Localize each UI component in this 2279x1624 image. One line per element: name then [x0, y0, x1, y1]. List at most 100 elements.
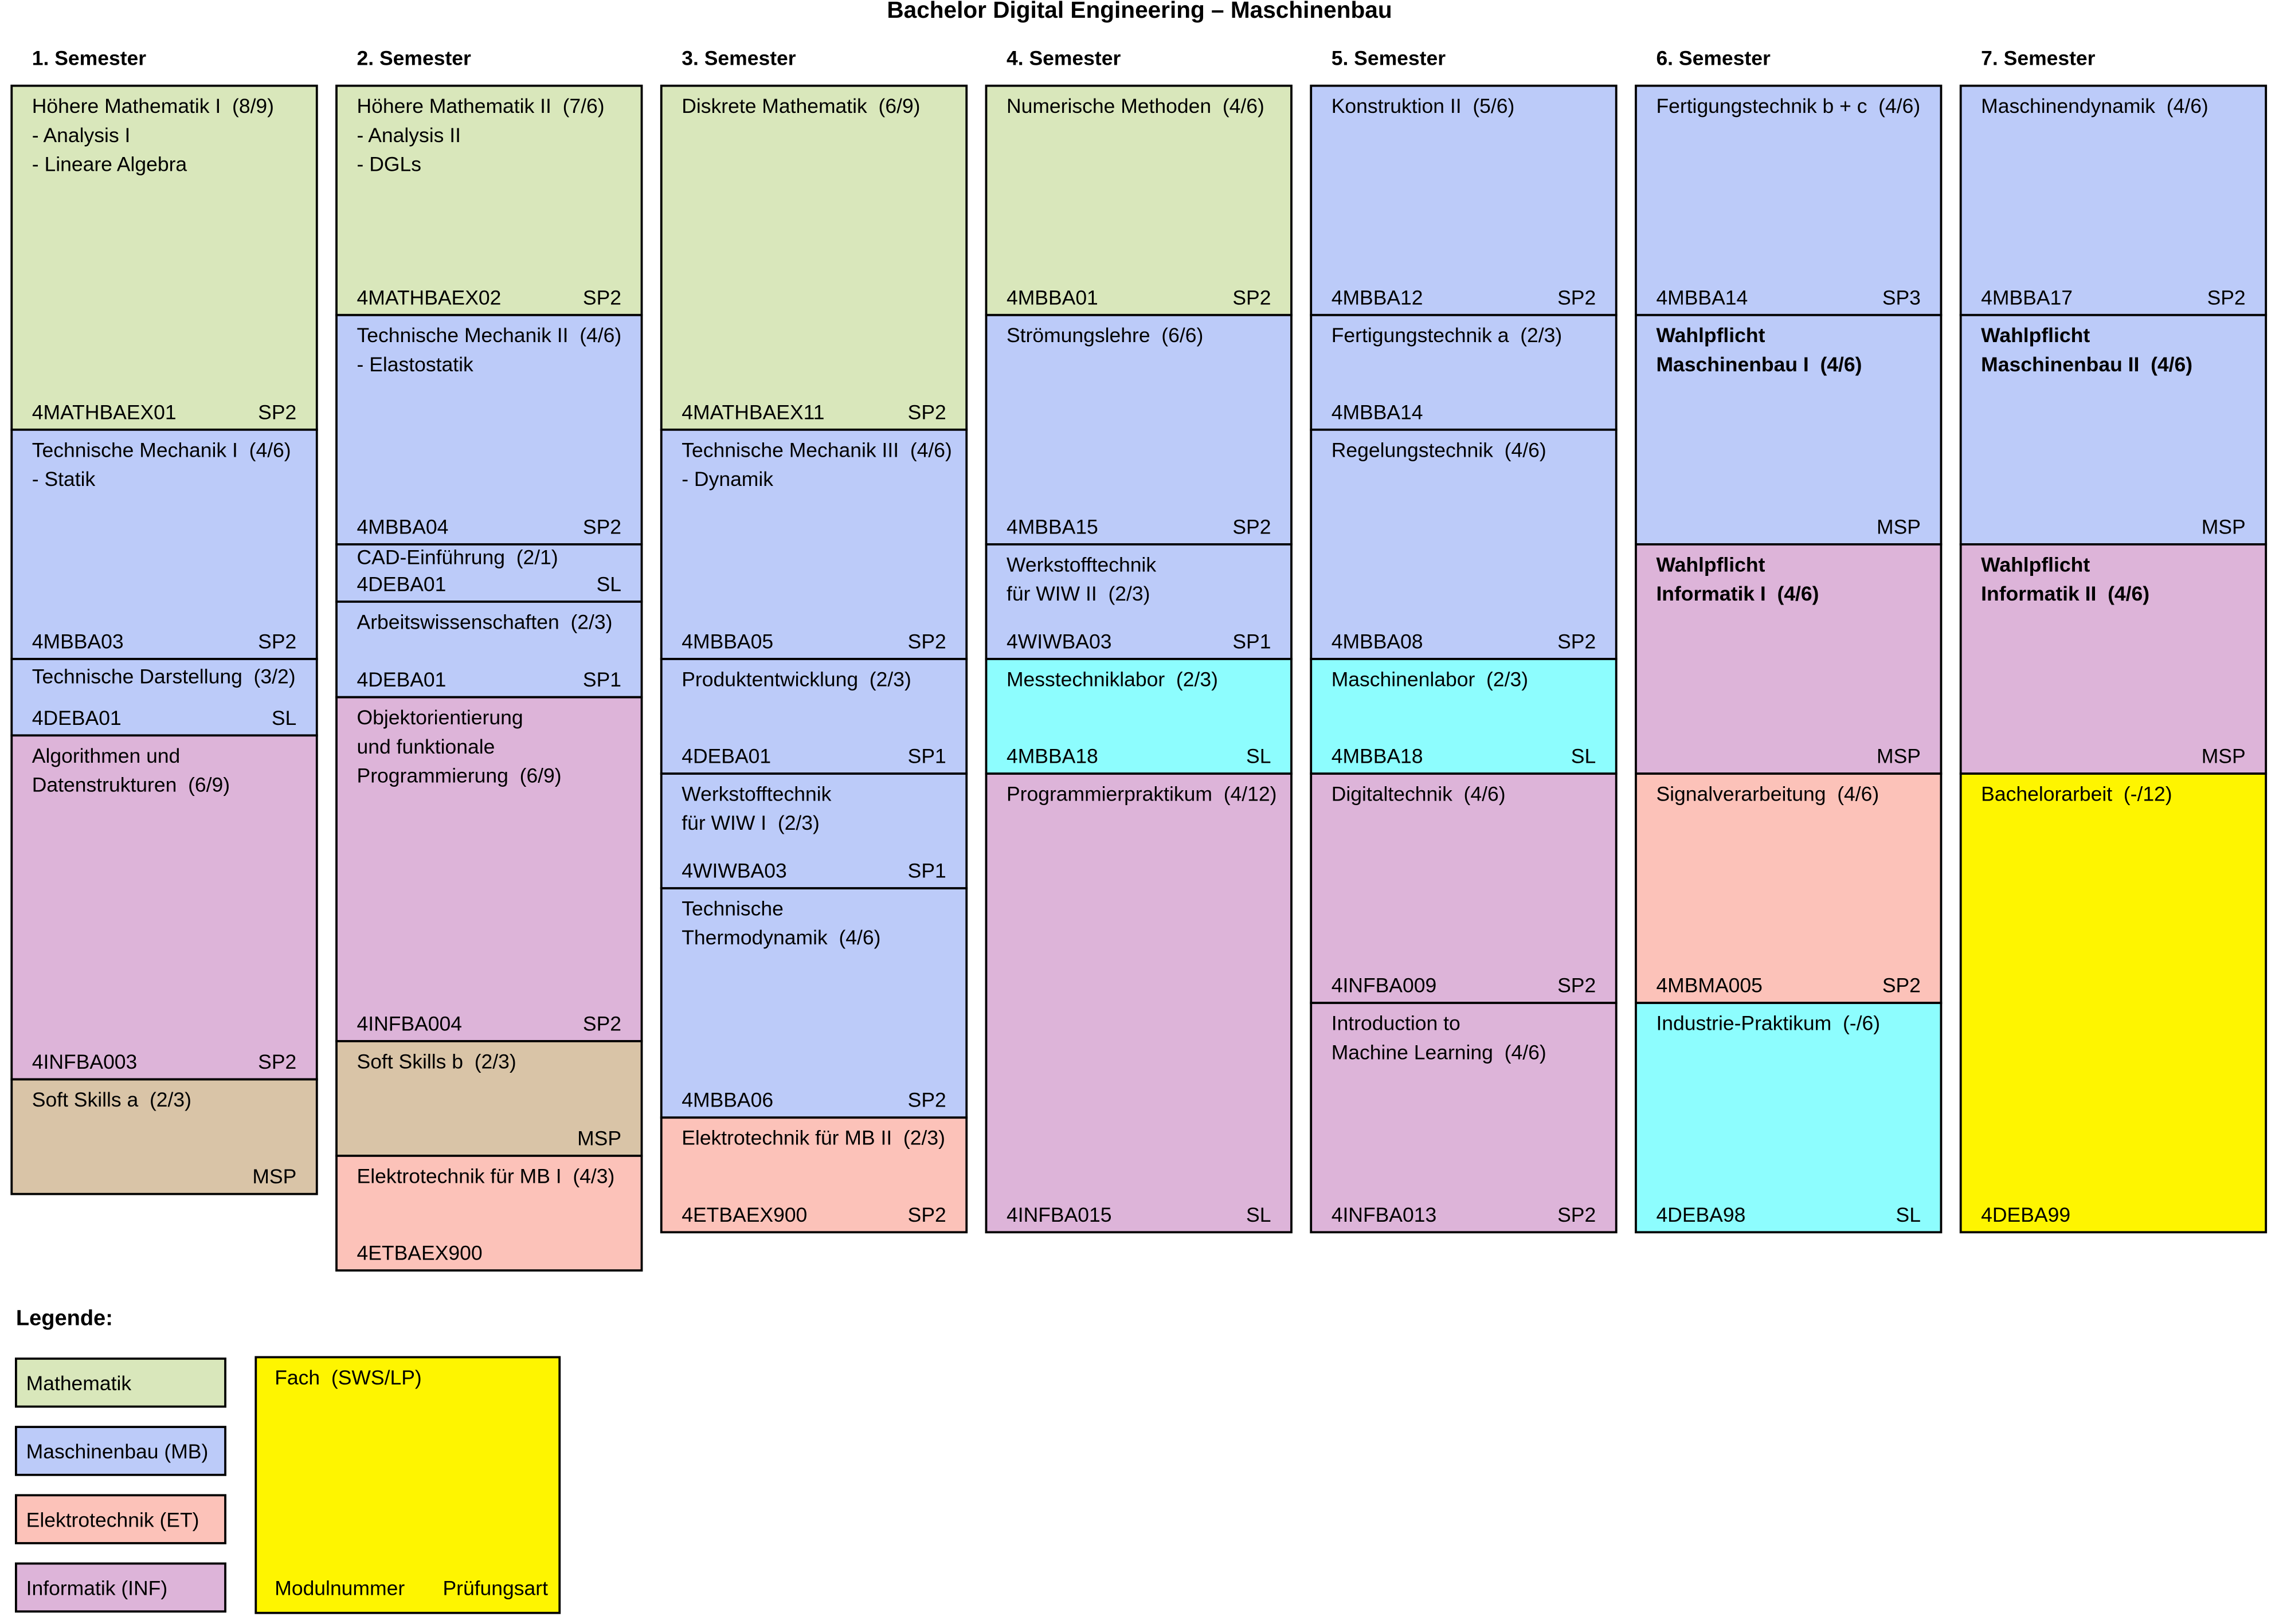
module-box [1959, 772, 2268, 1234]
exam-type: SP2 [258, 1050, 296, 1073]
module-name: Fertigungstechnik b + c (4/6) [1656, 95, 1920, 117]
module-code: 4DEBA98 [1656, 1203, 1745, 1226]
module-code: 4MBBA18 [1332, 745, 1423, 768]
module-name: - Elastostatik [357, 353, 473, 376]
module-box [660, 84, 968, 431]
module-name: Wahlpflicht [1981, 553, 2090, 576]
module-box [985, 658, 1293, 775]
module-code: 4INFBA003 [32, 1050, 138, 1073]
module-box [1310, 84, 1618, 316]
module-box [1310, 313, 1618, 431]
module-box [10, 84, 318, 431]
module-name: Technische Mechanik II (4/6) [357, 324, 622, 347]
legend-key-box [254, 1356, 561, 1614]
module-code: 4DEBA01 [357, 572, 447, 595]
semester-label: 7. Semester [1981, 46, 2096, 69]
exam-type: MSP [2202, 745, 2246, 768]
exam-type: SL [597, 572, 621, 595]
module-box [335, 313, 643, 546]
exam-type: SL [272, 707, 296, 729]
module-name: Numerische Methoden (4/6) [1007, 95, 1264, 117]
module-name: Maschinendynamik (4/6) [1981, 95, 2208, 117]
module-name: Introduction to [1332, 1012, 1460, 1035]
module-code: 4MBBA05 [682, 630, 773, 653]
module-box [1959, 543, 2268, 775]
module-box [1635, 1002, 1943, 1234]
module-name: Werkstofftechnik [1007, 553, 1156, 576]
exam-type: MSP [1877, 515, 1921, 538]
module-code: 4MBBA06 [682, 1089, 773, 1112]
legend-label: Maschinenbau (MB) [26, 1440, 209, 1463]
module-code: 4MBBA18 [1007, 745, 1098, 768]
module-code: 4DEBA99 [1981, 1203, 2070, 1226]
module-name: Digitaltechnik (4/6) [1332, 782, 1506, 805]
module-code: 4MBBA17 [1981, 286, 2073, 309]
module-box [660, 1116, 968, 1234]
legend-swatch [14, 1562, 226, 1613]
module-box [335, 601, 643, 699]
exam-type: SL [1896, 1203, 1921, 1226]
module-name: Konstruktion II (5/6) [1332, 95, 1515, 117]
module-code: 4MBBA08 [1332, 630, 1423, 653]
semester-label: 4. Semester [1007, 46, 1121, 69]
legend-swatch [14, 1358, 226, 1408]
exam-type: SP2 [908, 1089, 946, 1112]
module-name: Industrie-Praktikum (-/6) [1656, 1012, 1880, 1035]
module-name: Algorithmen und [32, 744, 181, 767]
module-name: Programmierung (6/9) [357, 764, 562, 787]
module-code: 4INFBA009 [1332, 974, 1437, 997]
legend-label: Elektrotechnik (ET) [26, 1508, 199, 1531]
module-box [660, 772, 968, 890]
module-code: 4ETBAEX900 [357, 1242, 483, 1265]
module-name: Thermodynamik (4/6) [682, 926, 880, 949]
module-box [1310, 772, 1618, 1005]
module-box [1959, 313, 2268, 546]
module-code: 4WIWBA03 [682, 860, 786, 882]
module-code: 4DEBA01 [32, 707, 122, 729]
module-box [985, 543, 1293, 660]
module-box [660, 428, 968, 660]
module-code: 4MBBA12 [1332, 286, 1423, 309]
exam-type: MSP [252, 1165, 296, 1188]
module-name: Messtechniklabor (2/3) [1007, 668, 1218, 691]
module-name: Soft Skills a (2/3) [32, 1088, 191, 1111]
module-name: Arbeitswissenschaften (2/3) [357, 610, 613, 633]
exam-type: SP1 [1232, 630, 1271, 653]
module-name: und funktionale [357, 735, 495, 758]
module-box [10, 428, 318, 660]
module-name: - Dynamik [682, 468, 773, 491]
module-box [335, 696, 643, 1042]
semester-label: 2. Semester [357, 46, 472, 69]
exam-type: SP2 [908, 401, 946, 423]
module-box [985, 313, 1293, 546]
module-box [1310, 658, 1618, 775]
legend-swatch [14, 1494, 226, 1544]
module-box [1635, 84, 1943, 316]
module-name: Elektrotechnik für MB II (2/3) [682, 1127, 945, 1150]
semester-label: 5. Semester [1332, 46, 1446, 69]
module-code: 4MATHBAEX02 [357, 286, 502, 309]
module-code: 4MBBA14 [1656, 286, 1748, 309]
module-box [10, 658, 318, 737]
module-name: Maschinenbau I (4/6) [1656, 353, 1862, 376]
exam-type: MSP [1877, 745, 1921, 768]
module-name: - Lineare Algebra [32, 152, 187, 175]
module-name: Technische Mechanik I (4/6) [32, 438, 291, 461]
module-name: Diskrete Mathematik (6/9) [682, 95, 920, 117]
legend-swatch [14, 1426, 226, 1476]
legend-key-subject: Fach (SWS/LP) [275, 1366, 421, 1389]
exam-type: SL [1246, 1203, 1271, 1226]
module-name: Werkstofftechnik [682, 782, 831, 805]
exam-type: SP2 [908, 630, 946, 653]
module-name: CAD-Einführung (2/1) [357, 546, 558, 568]
exam-type: SP1 [908, 860, 946, 882]
module-name: Wahlpflicht [1981, 324, 2090, 347]
module-name: Produktentwicklung (2/3) [682, 668, 911, 691]
module-name: Informatik I (4/6) [1656, 582, 1819, 605]
module-name: - Analysis I [32, 124, 131, 147]
module-name: Informatik II (4/6) [1981, 582, 2149, 605]
exam-type: SP3 [1882, 286, 1921, 309]
exam-type: SP2 [1232, 515, 1271, 538]
module-name: - DGLs [357, 152, 421, 175]
module-name: Fertigungstechnik a (2/3) [1332, 324, 1563, 347]
